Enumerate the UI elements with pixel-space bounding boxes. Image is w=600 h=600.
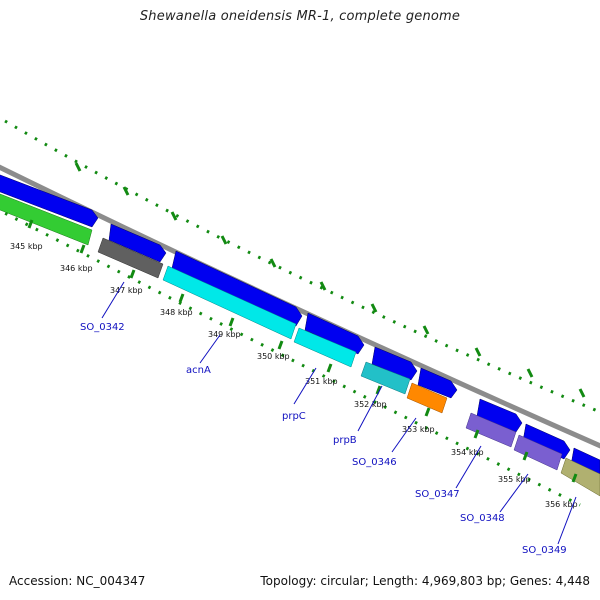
forward-strand-cds [0, 174, 600, 479]
gene-bar-SO_0348 [513, 434, 563, 471]
gene-leader-lines [101, 281, 577, 545]
kbp-scale: 345 kbp 346 kbp 347 kbp 348 kbp 349 kbp … [10, 242, 578, 509]
inner-tick-ring [0, 208, 581, 507]
kbp-label: 351 kbp [305, 377, 338, 386]
kbp-label: 355 kbp [498, 475, 531, 484]
gene-labels: SO_0342 acnA prpC prpB SO_0346 SO_0347 S… [80, 322, 567, 556]
genome-backbone [0, 164, 600, 449]
gene-bar-acnA [162, 265, 297, 340]
kbp-label: 352 kbp [354, 400, 387, 409]
gene-label-SO_0347: SO_0347 [415, 489, 460, 500]
topology-text: Topology: circular; Length: 4,969,803 bp… [260, 574, 590, 588]
gene-bar-SO_0342 [97, 237, 164, 279]
outer-tick-ring [4, 119, 600, 414]
gene-bar-green [0, 193, 93, 246]
kbp-label: 345 kbp [10, 242, 43, 251]
gene-label-acnA: acnA [186, 365, 211, 376]
kbp-label: 350 kbp [257, 352, 290, 361]
accession-text: Accession: NC_004347 [9, 574, 146, 588]
gene-label-prpB: prpB [333, 435, 357, 446]
kbp-label: 348 kbp [160, 308, 193, 317]
gene-bar-SO_0347 [465, 412, 517, 448]
kbp-label: 346 kbp [60, 264, 93, 273]
gene-label-prpC: prpC [282, 411, 306, 422]
kbp-label: 353 kbp [402, 425, 435, 434]
outer-major-ticks [74, 162, 586, 398]
gene-label-SO_0349: SO_0349 [522, 545, 567, 556]
gene-label-SO_0346: SO_0346 [352, 457, 397, 468]
kbp-label: 349 kbp [208, 330, 241, 339]
kbp-label: 356 kbp [545, 500, 578, 509]
gene-label-SO_0342: SO_0342 [80, 322, 125, 333]
map-title: Shewanella oneidensis MR-1, complete gen… [139, 9, 461, 24]
gene-bar-prpC [293, 327, 357, 368]
gene-bar-prpB [360, 361, 411, 395]
inner-major-ticks [27, 219, 578, 483]
gene-label-SO_0348: SO_0348 [460, 513, 505, 524]
gene-bar-SO_0346 [406, 382, 448, 414]
kbp-label: 354 kbp [451, 448, 484, 457]
gene-bar-SO_0349 [560, 457, 600, 497]
kbp-label: 347 kbp [110, 286, 143, 295]
